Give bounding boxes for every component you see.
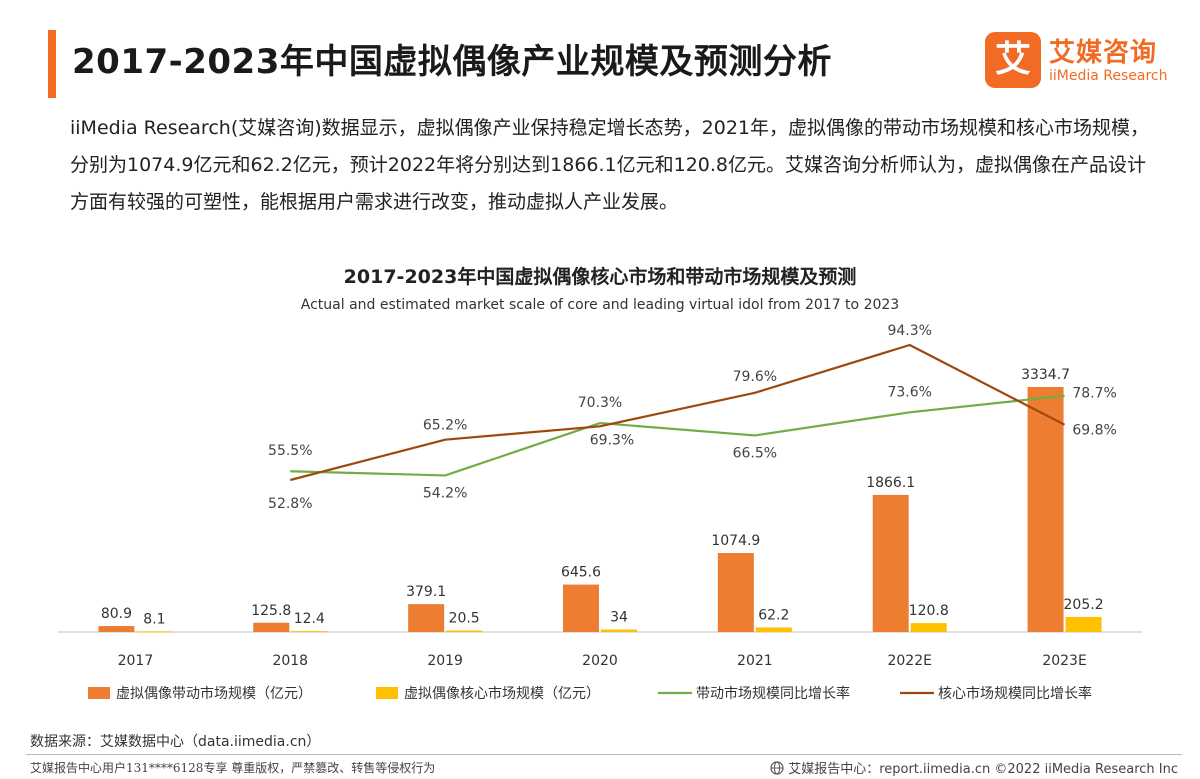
bar-data-label: 1074.9 [711,533,760,549]
line-data-label: 70.3% [578,395,622,411]
x-tick-label: 2021 [737,653,773,669]
bar-data-label: 205.2 [1064,597,1104,613]
x-tick-label: 2019 [427,653,463,669]
bar-data-label: 125.8 [251,603,291,619]
bar-core-2022E [910,623,947,632]
line-data-label: 78.7% [1072,386,1116,402]
bar-core-2019 [446,630,483,632]
logo-name-en: iiMedia Research [1049,68,1168,84]
bar-leading-2018 [253,622,290,632]
bar-leading-2017 [98,626,135,632]
line-data-label: 79.6% [733,369,777,385]
footer-copyright-notice: 艾媒报告中心用户131****6128专享 尊重版权，严禁篡改、转售等侵权行为 [30,761,436,775]
line-data-label: 94.3% [887,323,931,339]
line-series-leading-growth [290,394,1065,477]
bar-core-2017 [136,631,173,633]
intro-paragraph: iiMedia Research(艾媒咨询)数据显示，虚拟偶像产业保持稳定增长态… [70,117,1149,213]
logo-name-cn: 艾媒咨询 [1049,38,1158,68]
bar-data-label: 120.8 [909,603,949,619]
x-tick-label: 2023E [1042,653,1086,669]
legend-label: 虚拟偶像带动市场规模（亿元） [116,685,312,702]
bar-data-label: 3334.7 [1021,367,1070,383]
line-data-label: 65.2% [423,418,467,434]
bar-data-label: 80.9 [101,606,132,622]
footer-divider [26,754,1182,755]
line-data-label: 73.6% [887,384,931,400]
bar-data-label: 62.2 [758,607,789,623]
bar-data-label: 379.1 [406,584,446,600]
bar-data-label: 20.5 [449,610,480,626]
bar-leading-2022E [872,494,909,632]
bar-data-label: 12.4 [294,611,325,627]
page-title: 2017-2023年中国虚拟偶像产业规模及预测分析 [72,42,832,82]
legend-swatch-icon [88,687,110,699]
bar-leading-2021 [717,553,754,632]
chart-subtitle: Actual and estimated market scale of cor… [300,297,900,313]
legend-label: 带动市场规模同比增长率 [696,685,850,702]
x-tick-label: 2020 [582,653,618,669]
x-tick-label: 2018 [272,653,308,669]
line-data-label: 69.3% [590,432,634,448]
bar-data-label: 8.1 [143,611,165,627]
line-data-label: 52.8% [268,496,312,512]
x-tick-label: 2022E [887,653,931,669]
logo-mark-icon: 艾 [985,32,1041,88]
legend-swatch-icon [376,687,398,699]
footer-report-center: 艾媒报告中心：report.iimedia.cn ©2022 iiMedia R… [770,758,1178,777]
bar-core-2018 [291,631,328,633]
legend-label: 虚拟偶像核心市场规模（亿元） [404,685,600,702]
globe-icon [770,761,784,775]
bar-data-label: 645.6 [561,565,601,581]
chart-title: 2017-2023年中国虚拟偶像核心市场和带动市场规模及预测 [343,266,857,288]
bar-leading-2020 [563,584,599,632]
bar-data-label: 1866.1 [866,475,915,491]
x-tick-label: 2017 [118,653,154,669]
bar-data-label: 34 [610,610,628,626]
footer-report-text: 艾媒报告中心：report.iimedia.cn ©2022 iiMedia R… [788,762,1178,777]
brand-logo: 艾 艾媒咨询 iiMedia Research [985,32,1185,92]
bar-leading-2019 [408,604,445,632]
line-data-label: 69.8% [1072,423,1116,439]
legend-label: 核心市场规模同比增长率 [938,685,1092,702]
line-data-label: 55.5% [268,443,312,459]
line-series-core-growth [290,343,1066,482]
bar-core-2021 [755,627,792,632]
data-source: 数据来源：艾媒数据中心（data.iimedia.cn） [30,734,321,750]
title-accent-bar [48,30,56,98]
bar-core-2020 [601,629,637,632]
bar-leading-2023E [1027,387,1064,632]
line-data-label: 66.5% [733,445,777,461]
line-data-label: 54.2% [423,485,467,501]
bar-core-2023E [1065,616,1102,632]
